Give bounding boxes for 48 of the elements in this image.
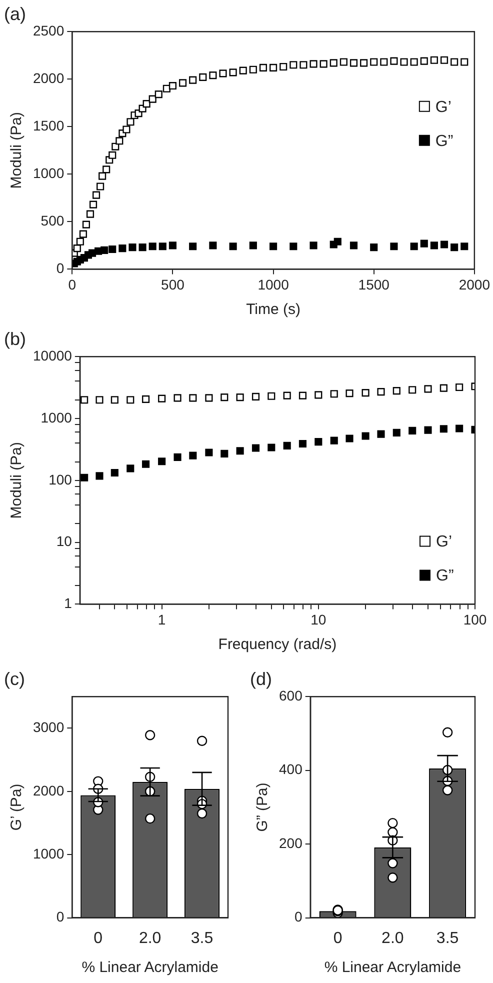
x-axis-title: Time (s)	[246, 301, 301, 318]
legend-label: G”	[436, 568, 454, 585]
y-tick-label: 0	[294, 908, 303, 925]
x-tick-label: 2.0	[138, 930, 162, 947]
x-tick-label: 500	[161, 276, 185, 292]
y-tick-label: 10000	[32, 347, 72, 364]
y-tick-label: 2000	[32, 782, 64, 798]
y-axis-title: G’ (Pa)	[8, 784, 26, 831]
x-tick-label: 0	[94, 930, 103, 947]
x-axis-title: % Linear Acrylamide	[82, 959, 218, 976]
legend-label: G’	[436, 534, 452, 551]
x-tick-label: 100	[463, 611, 487, 628]
chart-title: (d)	[250, 668, 272, 689]
chart-title: (c)	[4, 668, 25, 689]
y-tick-label: 0	[56, 260, 64, 276]
x-tick-label: 2.0	[382, 930, 404, 947]
y-tick-label: 400	[279, 761, 303, 778]
chart-title: (a)	[4, 4, 26, 24]
y-tick-label: 1000	[40, 409, 72, 426]
y-tick-label: 2500	[32, 22, 64, 38]
y-axis-title: Moduli (Pa)	[8, 442, 26, 519]
x-axis-title: Frequency (rad/s)	[218, 636, 337, 654]
legend-label: G”	[435, 132, 454, 150]
x-tick-label: 3.5	[190, 930, 214, 947]
y-tick-label: 200	[279, 834, 303, 851]
legend-label: G’	[435, 98, 452, 116]
y-tick-label: 10	[56, 533, 72, 550]
chart-title: (b)	[4, 328, 26, 349]
x-tick-label: 1	[158, 611, 166, 628]
x-tick-label: 1500	[358, 276, 390, 292]
y-tick-label: 500	[40, 212, 64, 229]
y-tick-label: 2000	[32, 70, 64, 86]
y-axis-title: G” (Pa)	[254, 782, 272, 832]
y-tick-label: 1500	[32, 118, 64, 134]
x-tick-label: 10	[310, 611, 326, 628]
y-tick-label: 1000	[32, 845, 64, 862]
y-tick-label: 100	[48, 471, 72, 488]
x-tick-label: 2000	[458, 276, 490, 292]
y-tick-label: 3000	[32, 719, 64, 736]
x-axis-title: % Linear Acrylamide	[324, 959, 462, 976]
y-axis-title: Moduli (Pa)	[8, 112, 26, 189]
y-tick-label: 0	[56, 908, 64, 925]
x-tick-label: 3.5	[436, 930, 459, 947]
y-tick-label: 1	[64, 595, 72, 612]
y-tick-label: 1000	[32, 165, 64, 182]
x-tick-label: 1000	[258, 276, 290, 292]
y-tick-label: 600	[279, 687, 303, 704]
x-tick-label: 0	[333, 930, 342, 947]
